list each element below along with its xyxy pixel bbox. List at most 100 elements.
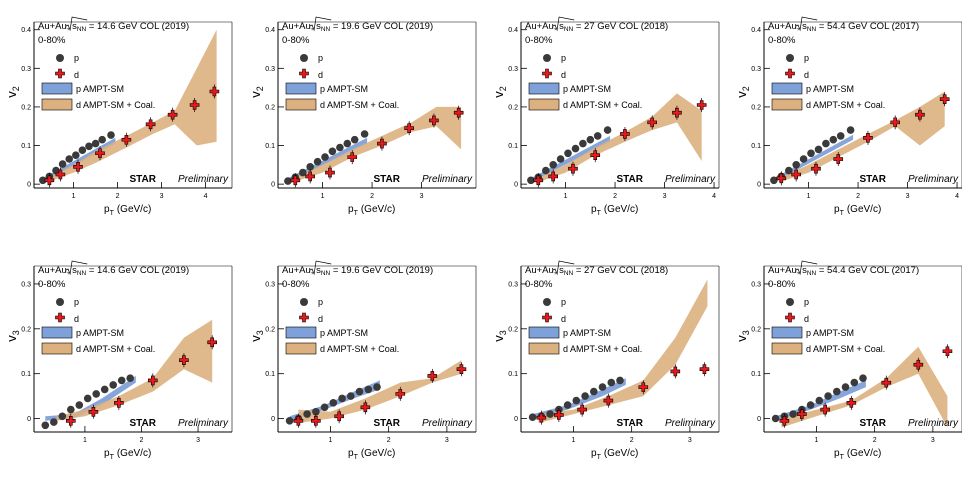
x-axis-title: pT (GeV/c)	[591, 204, 638, 217]
proton-point	[312, 408, 320, 416]
x-tick-label: 3	[906, 193, 910, 200]
x-axis-title: pT (GeV/c)	[104, 204, 151, 217]
legend-ampt-d-swatch	[41, 342, 73, 355]
deuteron-point	[779, 415, 790, 426]
collision-system-label: Au+Au, sNN = 14.6 GeV COL (2019)	[38, 21, 189, 33]
y-axis-title-sub: 3	[255, 330, 265, 335]
legend-ampt-d-swatch	[285, 98, 317, 111]
x-tick-label: 4	[955, 193, 959, 200]
star-label: STAR	[617, 174, 644, 185]
x-tick-label: 2	[116, 193, 120, 200]
proton-point	[603, 126, 612, 134]
proton-point	[285, 417, 294, 425]
legend-ampt-p-label: p AMPT-SM	[320, 328, 368, 338]
legend-ampt-d-label: d AMPT-SM + Coal.	[320, 100, 399, 110]
deuteron-point	[293, 415, 304, 426]
deuteron-point	[846, 398, 857, 408]
deuteron-point	[429, 115, 439, 126]
y-tick-label: 0.2	[265, 104, 275, 111]
proton-point	[126, 374, 134, 383]
proton-point	[100, 385, 109, 394]
proton-point	[321, 153, 329, 161]
sqrt-radical	[552, 16, 575, 32]
deuteron-point	[456, 364, 467, 374]
centrality-label: 0-80%	[525, 35, 553, 46]
centrality-label: 0-80%	[38, 279, 66, 290]
legend-ampt-d-swatch	[41, 98, 73, 111]
y-tick-label: 0.1	[21, 371, 31, 378]
y-tick-label: 0.1	[751, 371, 761, 378]
proton-point	[91, 139, 100, 148]
y-tick-label: 0.1	[265, 371, 275, 378]
legend-ampt-d-label: d AMPT-SM + Coal.	[806, 344, 885, 354]
legend-deuteron-label: d	[318, 70, 323, 80]
centrality-label: 0-80%	[525, 279, 553, 290]
ampt-d-band	[47, 29, 217, 183]
legend-ampt-d-swatch	[528, 342, 560, 355]
x-tick-label: 1	[83, 437, 87, 444]
proton-point	[336, 143, 344, 152]
proton-point	[841, 383, 850, 391]
legend-proton-label: p	[804, 53, 809, 63]
legend-proton-marker	[56, 54, 64, 62]
energy-label: = 19.6 GeV COL (2019)	[330, 265, 433, 276]
proton-point	[355, 387, 364, 396]
legend-proton-label: p	[561, 53, 566, 63]
x-axis-title-unit: (GeV/c)	[604, 204, 638, 215]
deuteron-point	[797, 409, 807, 419]
x-tick-label: 4	[712, 193, 716, 200]
proton-point	[549, 161, 557, 169]
legend-ampt-d-label: d AMPT-SM + Coal.	[76, 100, 155, 110]
x-tick-label: 1	[814, 437, 818, 444]
deuteron-point	[305, 171, 315, 182]
proton-point	[833, 387, 841, 396]
deuteron-point	[942, 346, 953, 357]
deuteron-point	[334, 411, 344, 422]
x-tick-label: 2	[630, 437, 634, 444]
legend-ampt-d-swatch	[285, 342, 317, 355]
collision-system-label: Au+Au, sNN = 54.4 GeV COL (2017)	[768, 21, 919, 33]
deuteron-point	[833, 154, 844, 164]
sqrt-s-sub: NN	[77, 270, 87, 277]
y-axis-title: v2	[734, 86, 751, 98]
deuteron-point	[121, 134, 132, 145]
proton-point	[92, 390, 100, 398]
deuteron-point	[148, 375, 158, 386]
deuteron-point	[179, 355, 189, 366]
preliminary-label: Preliminary	[908, 174, 959, 185]
legend-deuteron-label: d	[561, 70, 566, 80]
deuteron-point	[620, 129, 630, 139]
proton-point	[829, 135, 838, 144]
proton-point	[607, 378, 616, 387]
legend-ampt-p-swatch	[41, 82, 73, 95]
legend-ampt-p-swatch	[285, 326, 317, 339]
x-axis-title-unit: (GeV/c)	[847, 448, 881, 459]
y-tick-label: 0.3	[265, 66, 275, 73]
preliminary-label: Preliminary	[422, 418, 473, 429]
deuteron-point	[939, 94, 950, 105]
y-tick-label: 0.1	[265, 143, 275, 150]
ampt-d-band	[778, 91, 945, 183]
proton-point	[859, 374, 867, 383]
proton-point	[564, 149, 572, 158]
deuteron-point	[811, 163, 821, 174]
legend-deuteron-marker	[542, 312, 552, 323]
deuteron-point	[915, 109, 925, 120]
x-tick-label: 3	[196, 437, 200, 444]
proton-point	[546, 410, 554, 418]
y-tick-label: 0.2	[21, 104, 31, 111]
legend-ampt-d-label: d AMPT-SM + Coal.	[563, 344, 642, 354]
proton-point	[814, 145, 823, 154]
legend-proton-label: p	[74, 297, 79, 307]
x-axis-title-main: p	[834, 204, 840, 215]
legend-proton-label: p	[804, 297, 809, 307]
proton-point	[373, 383, 381, 391]
deuteron-point	[647, 117, 657, 128]
proton-point	[78, 146, 87, 154]
deuteron-point	[325, 167, 335, 178]
x-tick-label: 3	[445, 437, 449, 444]
preliminary-label: Preliminary	[908, 418, 959, 429]
proton-point	[329, 399, 338, 407]
deuteron-point	[427, 371, 438, 381]
